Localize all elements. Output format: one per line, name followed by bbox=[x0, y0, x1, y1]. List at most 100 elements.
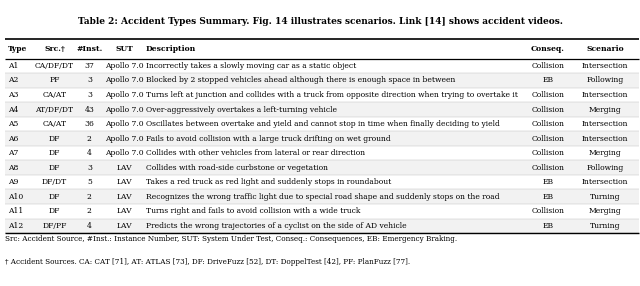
Text: EB: EB bbox=[542, 76, 554, 84]
Text: LAV: LAV bbox=[116, 193, 132, 201]
Text: DF: DF bbox=[49, 135, 60, 143]
Text: Apollo 7.0: Apollo 7.0 bbox=[105, 76, 143, 84]
Text: Src.†: Src.† bbox=[44, 45, 65, 53]
Text: Type: Type bbox=[8, 45, 27, 53]
Text: A5: A5 bbox=[8, 120, 18, 128]
Bar bbox=[5, 73, 639, 88]
Text: Collision: Collision bbox=[531, 62, 564, 70]
Text: Intersection: Intersection bbox=[582, 178, 628, 186]
Text: DF: DF bbox=[49, 164, 60, 172]
Text: A8: A8 bbox=[8, 164, 18, 172]
Text: 2: 2 bbox=[87, 207, 92, 215]
Bar bbox=[5, 131, 639, 146]
Text: EB: EB bbox=[542, 222, 554, 230]
Text: Apollo 7.0: Apollo 7.0 bbox=[105, 91, 143, 99]
Text: Following: Following bbox=[586, 76, 623, 84]
Text: Recognizes the wrong traffic light due to special road shape and suddenly stops : Recognizes the wrong traffic light due t… bbox=[146, 193, 499, 201]
Text: Collides with road-side curbstone or vegetation: Collides with road-side curbstone or veg… bbox=[146, 164, 328, 172]
Text: A10: A10 bbox=[8, 193, 23, 201]
Text: 5: 5 bbox=[87, 178, 92, 186]
Text: Turns left at junction and collides with a truck from opposite direction when tr: Turns left at junction and collides with… bbox=[146, 91, 518, 99]
Text: † Accident Sources. CA: CAT [71], AT: ATLAS [73], DF: DriveFuzz [52], DT: Doppel: † Accident Sources. CA: CAT [71], AT: AT… bbox=[5, 258, 410, 266]
Text: SUT: SUT bbox=[115, 45, 133, 53]
Text: Collision: Collision bbox=[531, 91, 564, 99]
Text: DF/PF: DF/PF bbox=[42, 222, 67, 230]
Text: #Inst.: #Inst. bbox=[76, 45, 102, 53]
Text: A4: A4 bbox=[8, 106, 18, 114]
Text: CA/DF/DT: CA/DF/DT bbox=[35, 62, 74, 70]
Text: Oscillates between overtake and yield and cannot stop in time when finally decid: Oscillates between overtake and yield an… bbox=[146, 120, 500, 128]
Text: Merging: Merging bbox=[588, 106, 621, 114]
Text: Apollo 7.0: Apollo 7.0 bbox=[105, 106, 143, 114]
Text: Over-aggressively overtakes a left-turning vehicle: Over-aggressively overtakes a left-turni… bbox=[146, 106, 337, 114]
Text: 36: 36 bbox=[84, 120, 94, 128]
Text: DF: DF bbox=[49, 149, 60, 157]
Text: Apollo 7.0: Apollo 7.0 bbox=[105, 120, 143, 128]
Text: PF: PF bbox=[49, 76, 60, 84]
Text: A11: A11 bbox=[8, 207, 23, 215]
Text: A1: A1 bbox=[8, 62, 18, 70]
Text: Collision: Collision bbox=[531, 135, 564, 143]
Text: Turning: Turning bbox=[589, 222, 620, 230]
Text: CA/AT: CA/AT bbox=[42, 120, 67, 128]
Text: 4: 4 bbox=[87, 222, 92, 230]
Text: 3: 3 bbox=[87, 91, 92, 99]
Text: 2: 2 bbox=[87, 135, 92, 143]
Text: Collides with other vehicles from lateral or rear direction: Collides with other vehicles from latera… bbox=[146, 149, 365, 157]
Text: 2: 2 bbox=[87, 193, 92, 201]
Text: LAV: LAV bbox=[116, 164, 132, 172]
Text: Collision: Collision bbox=[531, 207, 564, 215]
Text: 4: 4 bbox=[87, 149, 92, 157]
Text: Intersection: Intersection bbox=[582, 135, 628, 143]
Text: DF: DF bbox=[49, 207, 60, 215]
Text: DF/DT: DF/DT bbox=[42, 178, 67, 186]
Text: Blocked by 2 stopped vehicles ahead although there is enough space in between: Blocked by 2 stopped vehicles ahead alth… bbox=[146, 76, 455, 84]
Text: AT/DF/DT: AT/DF/DT bbox=[35, 106, 74, 114]
Text: A12: A12 bbox=[8, 222, 23, 230]
Text: Merging: Merging bbox=[588, 207, 621, 215]
Text: Table 2: Accident Types Summary. Fig. 14 illustrates scenarios. Link [14] shows : Table 2: Accident Types Summary. Fig. 14… bbox=[77, 17, 563, 26]
Text: Collision: Collision bbox=[531, 164, 564, 172]
Text: A3: A3 bbox=[8, 91, 18, 99]
Text: Incorrectly takes a slowly moving car as a static object: Incorrectly takes a slowly moving car as… bbox=[146, 62, 356, 70]
Text: 3: 3 bbox=[87, 76, 92, 84]
Text: 3: 3 bbox=[87, 164, 92, 172]
Text: LAV: LAV bbox=[116, 207, 132, 215]
Text: Description: Description bbox=[146, 45, 196, 53]
Text: Turns right and fails to avoid collision with a wide truck: Turns right and fails to avoid collision… bbox=[146, 207, 360, 215]
Text: Merging: Merging bbox=[588, 149, 621, 157]
Text: A9: A9 bbox=[8, 178, 18, 186]
Bar bbox=[5, 219, 639, 233]
Text: Apollo 7.0: Apollo 7.0 bbox=[105, 62, 143, 70]
Text: A6: A6 bbox=[8, 135, 18, 143]
Text: LAV: LAV bbox=[116, 178, 132, 186]
Text: Predicts the wrong trajectories of a cyclist on the side of AD vehicle: Predicts the wrong trajectories of a cyc… bbox=[146, 222, 406, 230]
Bar bbox=[5, 190, 639, 204]
Text: Src: Accident Source, #Inst.: Instance Number, SUT: System Under Test, Conseq.: : Src: Accident Source, #Inst.: Instance N… bbox=[5, 235, 457, 243]
Text: Intersection: Intersection bbox=[582, 91, 628, 99]
Bar bbox=[5, 160, 639, 175]
Text: 43: 43 bbox=[84, 106, 94, 114]
Text: EB: EB bbox=[542, 193, 554, 201]
Text: Scenario: Scenario bbox=[586, 45, 623, 53]
Text: Apollo 7.0: Apollo 7.0 bbox=[105, 149, 143, 157]
Text: 37: 37 bbox=[84, 62, 94, 70]
Text: A7: A7 bbox=[8, 149, 18, 157]
Text: Apollo 7.0: Apollo 7.0 bbox=[105, 135, 143, 143]
Text: EB: EB bbox=[542, 178, 554, 186]
Text: Takes a red truck as red light and suddenly stops in roundabout: Takes a red truck as red light and sudde… bbox=[146, 178, 391, 186]
Bar bbox=[5, 102, 639, 117]
Text: CA/AT: CA/AT bbox=[42, 91, 67, 99]
Text: Fails to avoid collision with a large truck drifting on wet ground: Fails to avoid collision with a large tr… bbox=[146, 135, 390, 143]
Text: Conseq.: Conseq. bbox=[531, 45, 564, 53]
Text: Following: Following bbox=[586, 164, 623, 172]
Text: Turning: Turning bbox=[589, 193, 620, 201]
Text: Intersection: Intersection bbox=[582, 120, 628, 128]
Text: Collision: Collision bbox=[531, 106, 564, 114]
Text: LAV: LAV bbox=[116, 222, 132, 230]
Text: Collision: Collision bbox=[531, 149, 564, 157]
Text: Intersection: Intersection bbox=[582, 62, 628, 70]
Text: A2: A2 bbox=[8, 76, 18, 84]
Text: DF: DF bbox=[49, 193, 60, 201]
Text: Collision: Collision bbox=[531, 120, 564, 128]
